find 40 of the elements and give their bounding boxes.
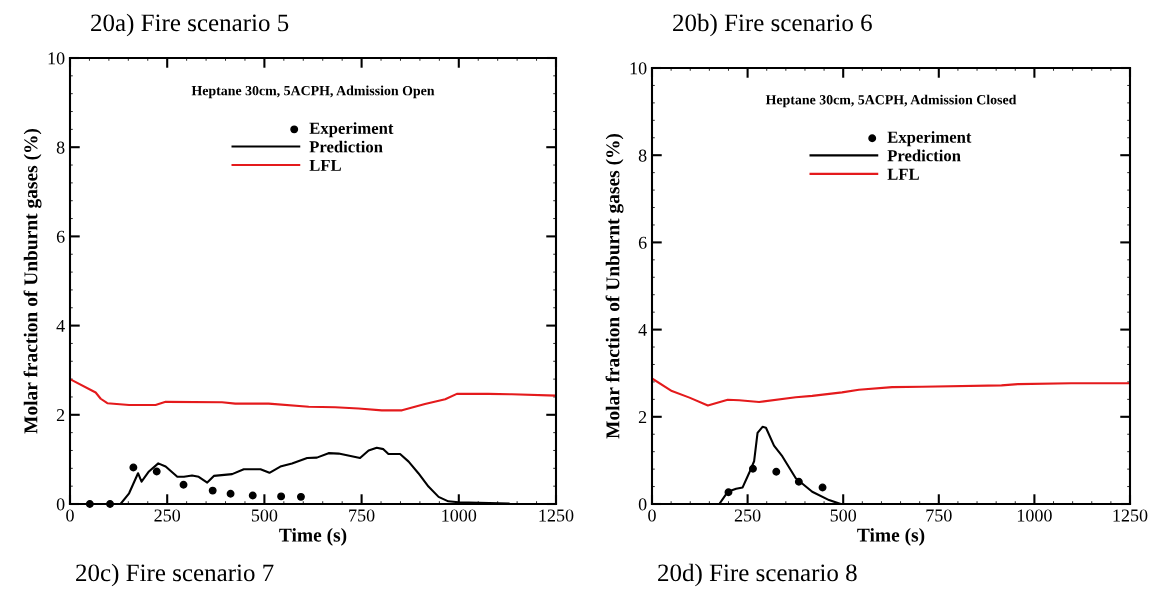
x-axis-title: Time (s) <box>279 528 347 546</box>
chart-title: 20a) Fire scenario 5 <box>91 13 289 37</box>
y-tick-label: 6 <box>56 230 65 243</box>
x-tick-label: 0 <box>66 509 74 522</box>
y-tick-label: 10 <box>48 52 65 65</box>
x-tick-label: 750 <box>349 509 375 522</box>
legend-label: Experiment <box>309 122 394 138</box>
y-tick-label: 2 <box>638 411 647 424</box>
y-tick-label: 2 <box>56 409 65 422</box>
legend-label: LFL <box>309 159 341 171</box>
y-tick-label: 0 <box>56 498 65 511</box>
text: 20d) Fire scenario 8 <box>658 563 857 587</box>
y-tick-label: 8 <box>56 141 65 154</box>
x-tick-label: 1250 <box>1113 509 1148 522</box>
legend-label: Prediction <box>309 140 383 153</box>
y-axis-title: Molar fraction of Unburnt gases (%) <box>23 128 42 434</box>
y-tick-label: 10 <box>630 62 647 75</box>
x-tick-label: 500 <box>830 509 857 522</box>
legend-label: Prediction <box>887 149 961 162</box>
legend-title: Heptane 30cm, 5ACPH, Admission Closed <box>765 94 1017 108</box>
y-tick-label: 4 <box>638 323 647 336</box>
legend-label: LFL <box>887 168 919 180</box>
x-tick-label: 250 <box>154 509 181 522</box>
chart-title: 20b) Fire scenario 6 <box>673 13 872 37</box>
y-tick-label: 8 <box>638 149 647 162</box>
y-tick-label: 6 <box>638 236 647 249</box>
x-tick-label: 500 <box>251 509 278 522</box>
y-axis-title: Molar fraction of Unburnt gases (%) <box>605 133 624 439</box>
y-tick-label: 0 <box>638 498 647 511</box>
y-tick-label: 4 <box>56 319 65 332</box>
legend-title: Heptane 30cm, 5ACPH, Admission Open <box>191 85 435 99</box>
x-axis-title: Time (s) <box>857 528 925 546</box>
x-tick-label: 750 <box>926 509 952 522</box>
text: 20c) Fire scenario 7 <box>76 563 274 587</box>
x-tick-label: 1000 <box>1017 509 1052 522</box>
legend-label: Experiment <box>887 131 972 147</box>
x-tick-label: 1000 <box>442 509 477 522</box>
x-tick-label: 250 <box>734 509 761 522</box>
x-tick-label: 0 <box>648 509 656 522</box>
x-tick-label: 1250 <box>539 509 574 522</box>
